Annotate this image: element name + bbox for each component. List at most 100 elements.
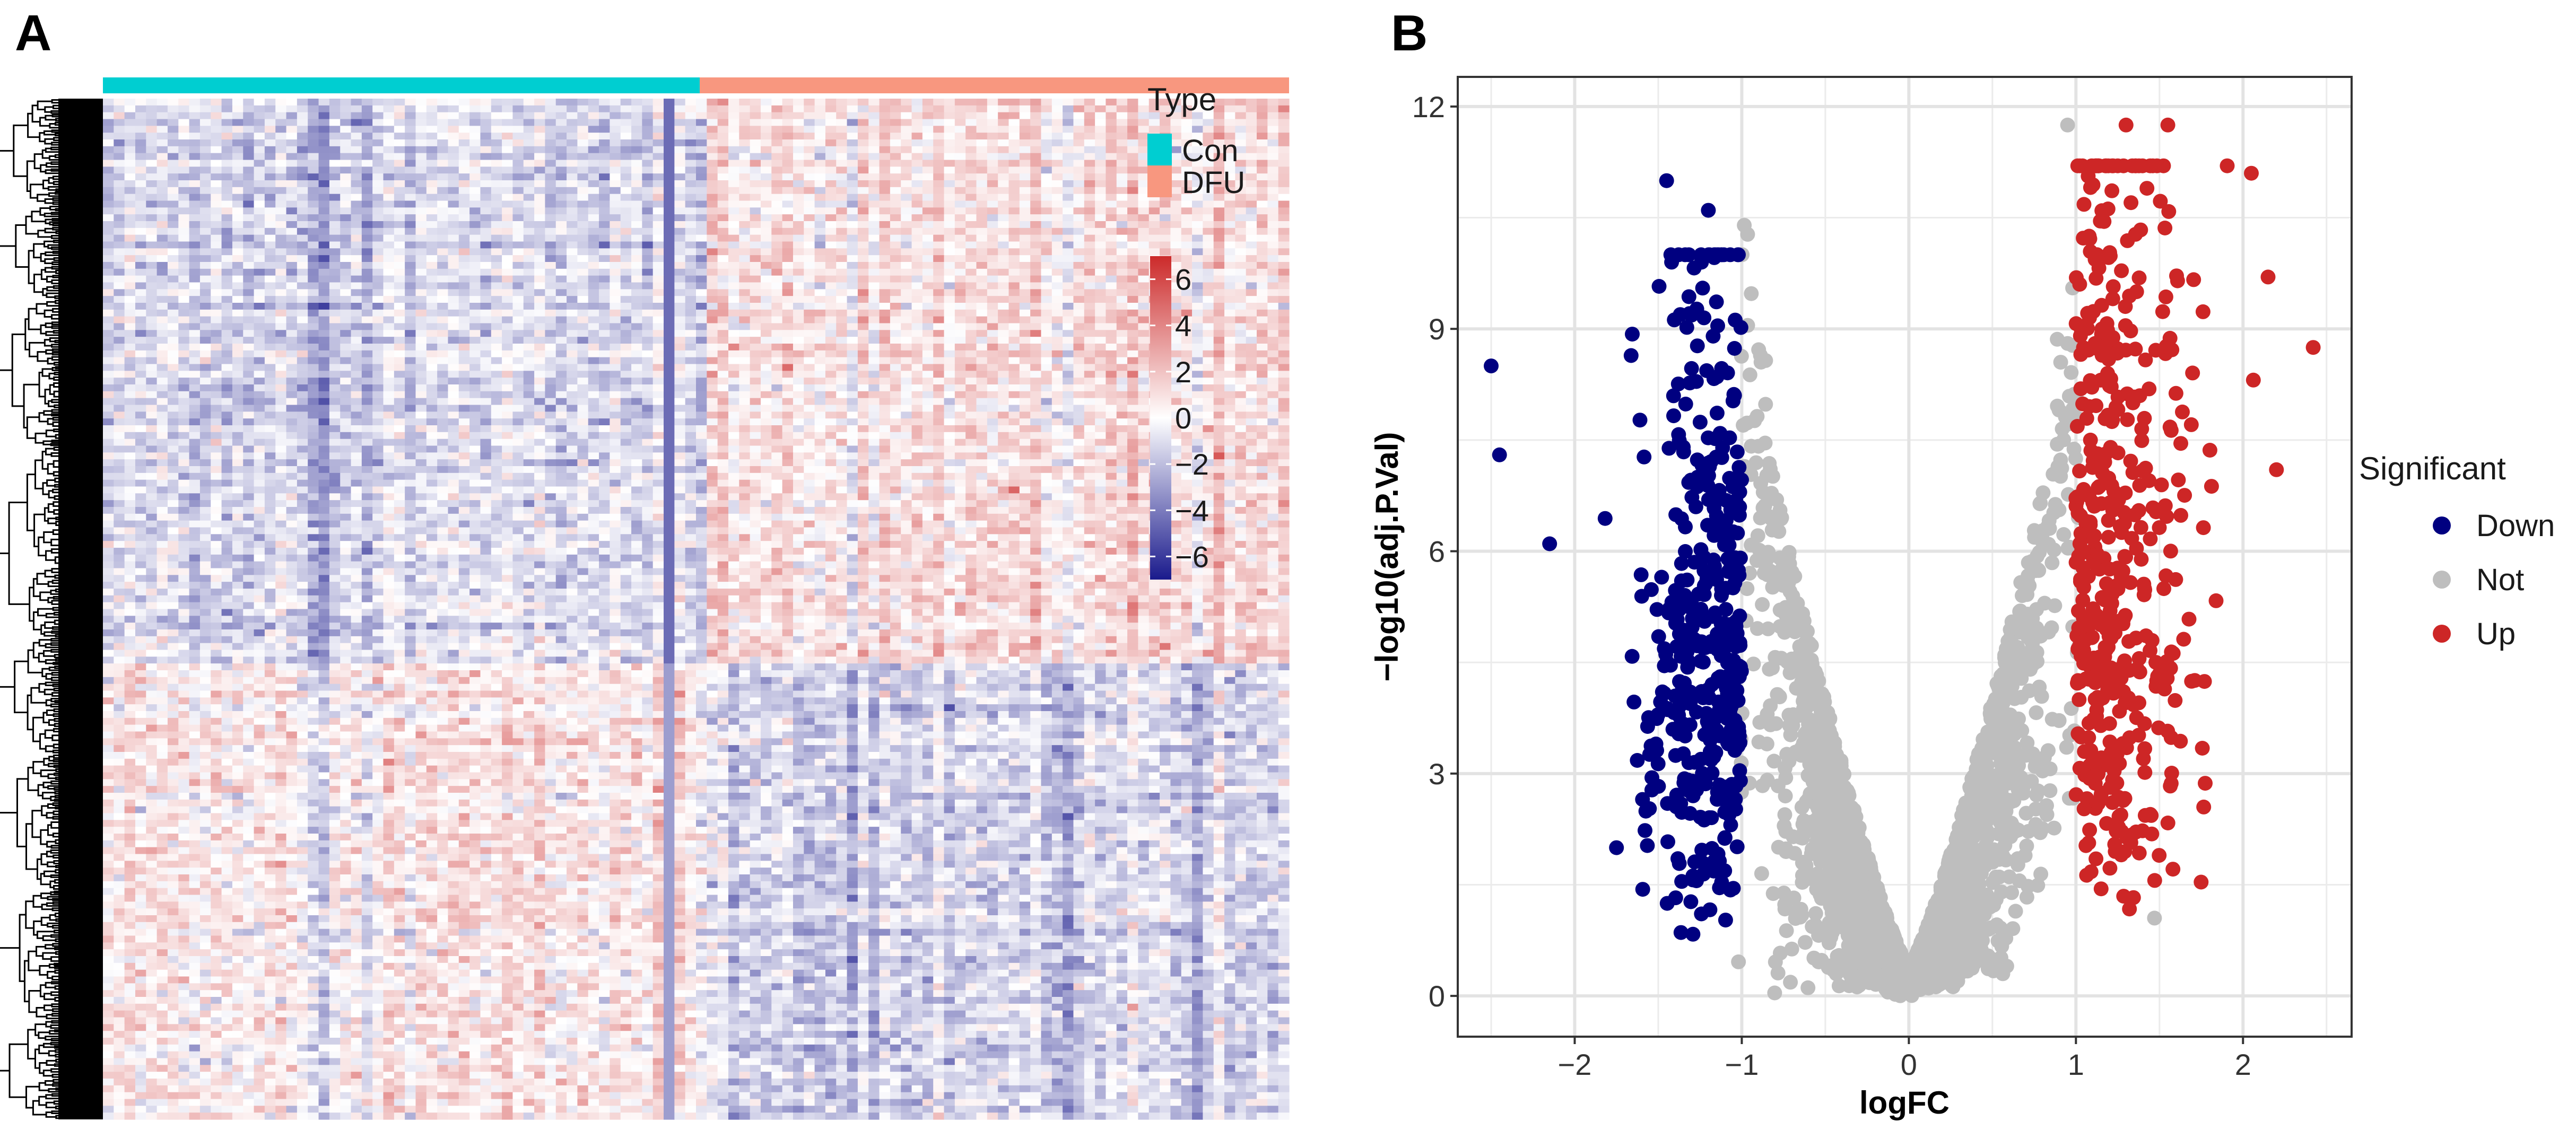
heatmap-cell bbox=[879, 296, 891, 303]
heatmap-cell bbox=[847, 146, 858, 154]
heatmap-cell bbox=[448, 207, 459, 215]
heatmap-cell bbox=[545, 207, 556, 215]
heatmap-cell bbox=[555, 391, 567, 399]
heatmap-cell bbox=[685, 398, 697, 406]
heatmap-cell bbox=[728, 309, 739, 317]
heatmap-cell bbox=[135, 268, 146, 276]
heatmap-cell bbox=[567, 146, 578, 154]
heatmap-cell bbox=[545, 112, 556, 120]
heatmap-cell bbox=[534, 378, 546, 385]
heatmap-cell bbox=[922, 119, 934, 126]
heatmap-cell bbox=[469, 133, 481, 140]
heatmap-cell bbox=[696, 268, 707, 276]
heatmap-cell bbox=[264, 160, 276, 167]
heatmap-cell bbox=[717, 275, 729, 283]
heatmap-cell bbox=[1041, 207, 1052, 215]
heatmap-cell bbox=[836, 268, 848, 276]
heatmap-cell bbox=[836, 330, 848, 337]
heatmap-cell bbox=[814, 227, 826, 235]
heatmap-cell bbox=[232, 194, 243, 202]
heatmap-cell bbox=[1019, 133, 1031, 140]
heatmap-cell bbox=[739, 316, 751, 324]
heatmap-cell bbox=[502, 303, 514, 310]
heatmap-cell bbox=[437, 119, 449, 126]
heatmap-cell bbox=[652, 398, 664, 406]
heatmap-cell bbox=[868, 275, 880, 283]
heatmap-cell bbox=[965, 105, 977, 113]
heatmap-cell bbox=[1084, 180, 1095, 188]
heatmap-cell bbox=[555, 160, 567, 167]
heatmap-cell bbox=[1008, 105, 1020, 113]
heatmap-cell bbox=[642, 323, 654, 330]
heatmap-cell bbox=[189, 323, 201, 330]
heatmap-cell bbox=[437, 330, 449, 337]
heatmap-cell bbox=[491, 187, 502, 195]
heatmap-cell bbox=[685, 167, 697, 174]
heatmap-cell bbox=[922, 268, 934, 276]
heatmap-cell bbox=[1224, 303, 1235, 310]
heatmap-cell bbox=[1235, 378, 1247, 385]
heatmap-cell bbox=[588, 248, 599, 256]
heatmap-cell bbox=[297, 139, 308, 147]
heatmap-cell bbox=[199, 337, 211, 344]
heatmap-cell bbox=[685, 350, 697, 358]
heatmap-cell bbox=[1095, 330, 1107, 337]
heatmap-cell bbox=[707, 344, 718, 351]
heatmap-cell bbox=[103, 268, 114, 276]
heatmap-cell bbox=[825, 398, 837, 406]
heatmap-cell bbox=[728, 234, 739, 242]
heatmap-cell bbox=[329, 207, 341, 215]
heatmap-cell bbox=[1192, 234, 1203, 242]
heatmap-cell bbox=[1138, 133, 1150, 140]
heatmap-cell bbox=[642, 384, 654, 392]
heatmap-cell bbox=[890, 105, 901, 113]
heatmap-cell bbox=[480, 112, 492, 120]
heatmap-cell bbox=[696, 227, 707, 235]
heatmap-cell bbox=[189, 160, 201, 167]
heatmap-cell bbox=[664, 289, 675, 296]
heatmap-cell bbox=[847, 99, 858, 106]
heatmap-cell bbox=[933, 126, 945, 133]
heatmap-cell bbox=[901, 133, 912, 140]
heatmap-cell bbox=[469, 384, 481, 392]
heatmap-cell bbox=[135, 350, 146, 358]
heatmap-cell bbox=[922, 112, 934, 120]
heatmap-cell bbox=[1106, 309, 1117, 317]
heatmap-cell bbox=[1106, 133, 1117, 140]
heatmap-cell bbox=[448, 371, 459, 378]
heatmap-cell bbox=[901, 309, 912, 317]
heatmap-cell bbox=[674, 398, 686, 406]
heatmap-cell bbox=[707, 241, 718, 249]
heatmap-cell bbox=[394, 330, 405, 337]
heatmap-cell bbox=[1181, 378, 1193, 385]
heatmap-cell bbox=[1213, 344, 1225, 351]
heatmap-cell bbox=[1224, 139, 1235, 147]
heatmap-cell bbox=[976, 296, 988, 303]
heatmap-cell bbox=[351, 309, 362, 317]
heatmap-cell bbox=[1192, 378, 1203, 385]
heatmap-cell bbox=[1138, 146, 1150, 154]
heatmap-cell bbox=[933, 112, 945, 120]
heatmap-cell bbox=[286, 139, 298, 147]
heatmap-cell bbox=[1181, 316, 1193, 324]
heatmap-cell bbox=[469, 234, 481, 242]
heatmap-cell bbox=[405, 405, 416, 412]
heatmap-cell bbox=[901, 153, 912, 161]
heatmap-cell bbox=[717, 344, 729, 351]
heatmap-cell bbox=[836, 99, 848, 106]
heatmap-cell bbox=[793, 337, 804, 344]
heatmap-cell bbox=[1051, 337, 1063, 344]
heatmap-cell bbox=[523, 330, 535, 337]
heatmap-cell bbox=[717, 248, 729, 256]
heatmap-cell bbox=[620, 214, 632, 222]
heatmap-cell bbox=[750, 133, 761, 140]
heatmap-cell bbox=[1213, 126, 1225, 133]
heatmap-cell bbox=[642, 268, 654, 276]
heatmap-cell bbox=[760, 330, 772, 337]
heatmap-cell bbox=[652, 282, 664, 290]
heatmap-cell bbox=[685, 391, 697, 399]
heatmap-cell bbox=[523, 173, 535, 181]
heatmap-cell bbox=[998, 378, 1009, 385]
heatmap-cell bbox=[211, 268, 222, 276]
heatmap-cell bbox=[1257, 384, 1268, 392]
